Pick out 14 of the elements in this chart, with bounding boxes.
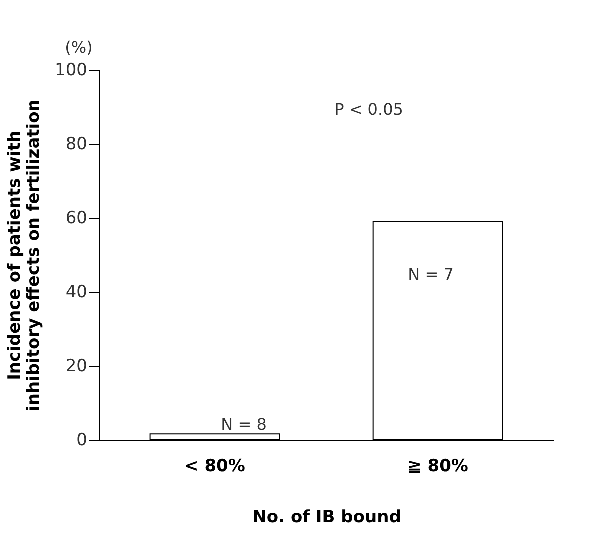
y-tick-label: 40 — [66, 282, 88, 302]
y-tick-label: 80 — [66, 134, 88, 154]
x-tick-label: ≧ 80% — [408, 456, 468, 476]
x-axis-title: No. of IB bound — [252, 508, 402, 528]
annotation: N = 8 — [221, 415, 267, 434]
annotation: N = 7 — [408, 265, 454, 284]
y-tick-label: 0 — [76, 430, 88, 450]
y-tick-label: 60 — [66, 208, 88, 228]
x-tick-label: < 80% — [184, 456, 246, 476]
y-tick-label: 20 — [66, 356, 88, 376]
text: (%) — [65, 38, 93, 57]
annotation: P < 0.05 — [334, 100, 404, 119]
y-axis-title: Incidence of patients with inhibitory effects on fertilization — [5, 100, 44, 412]
y-tick-label: 100 — [55, 60, 88, 80]
